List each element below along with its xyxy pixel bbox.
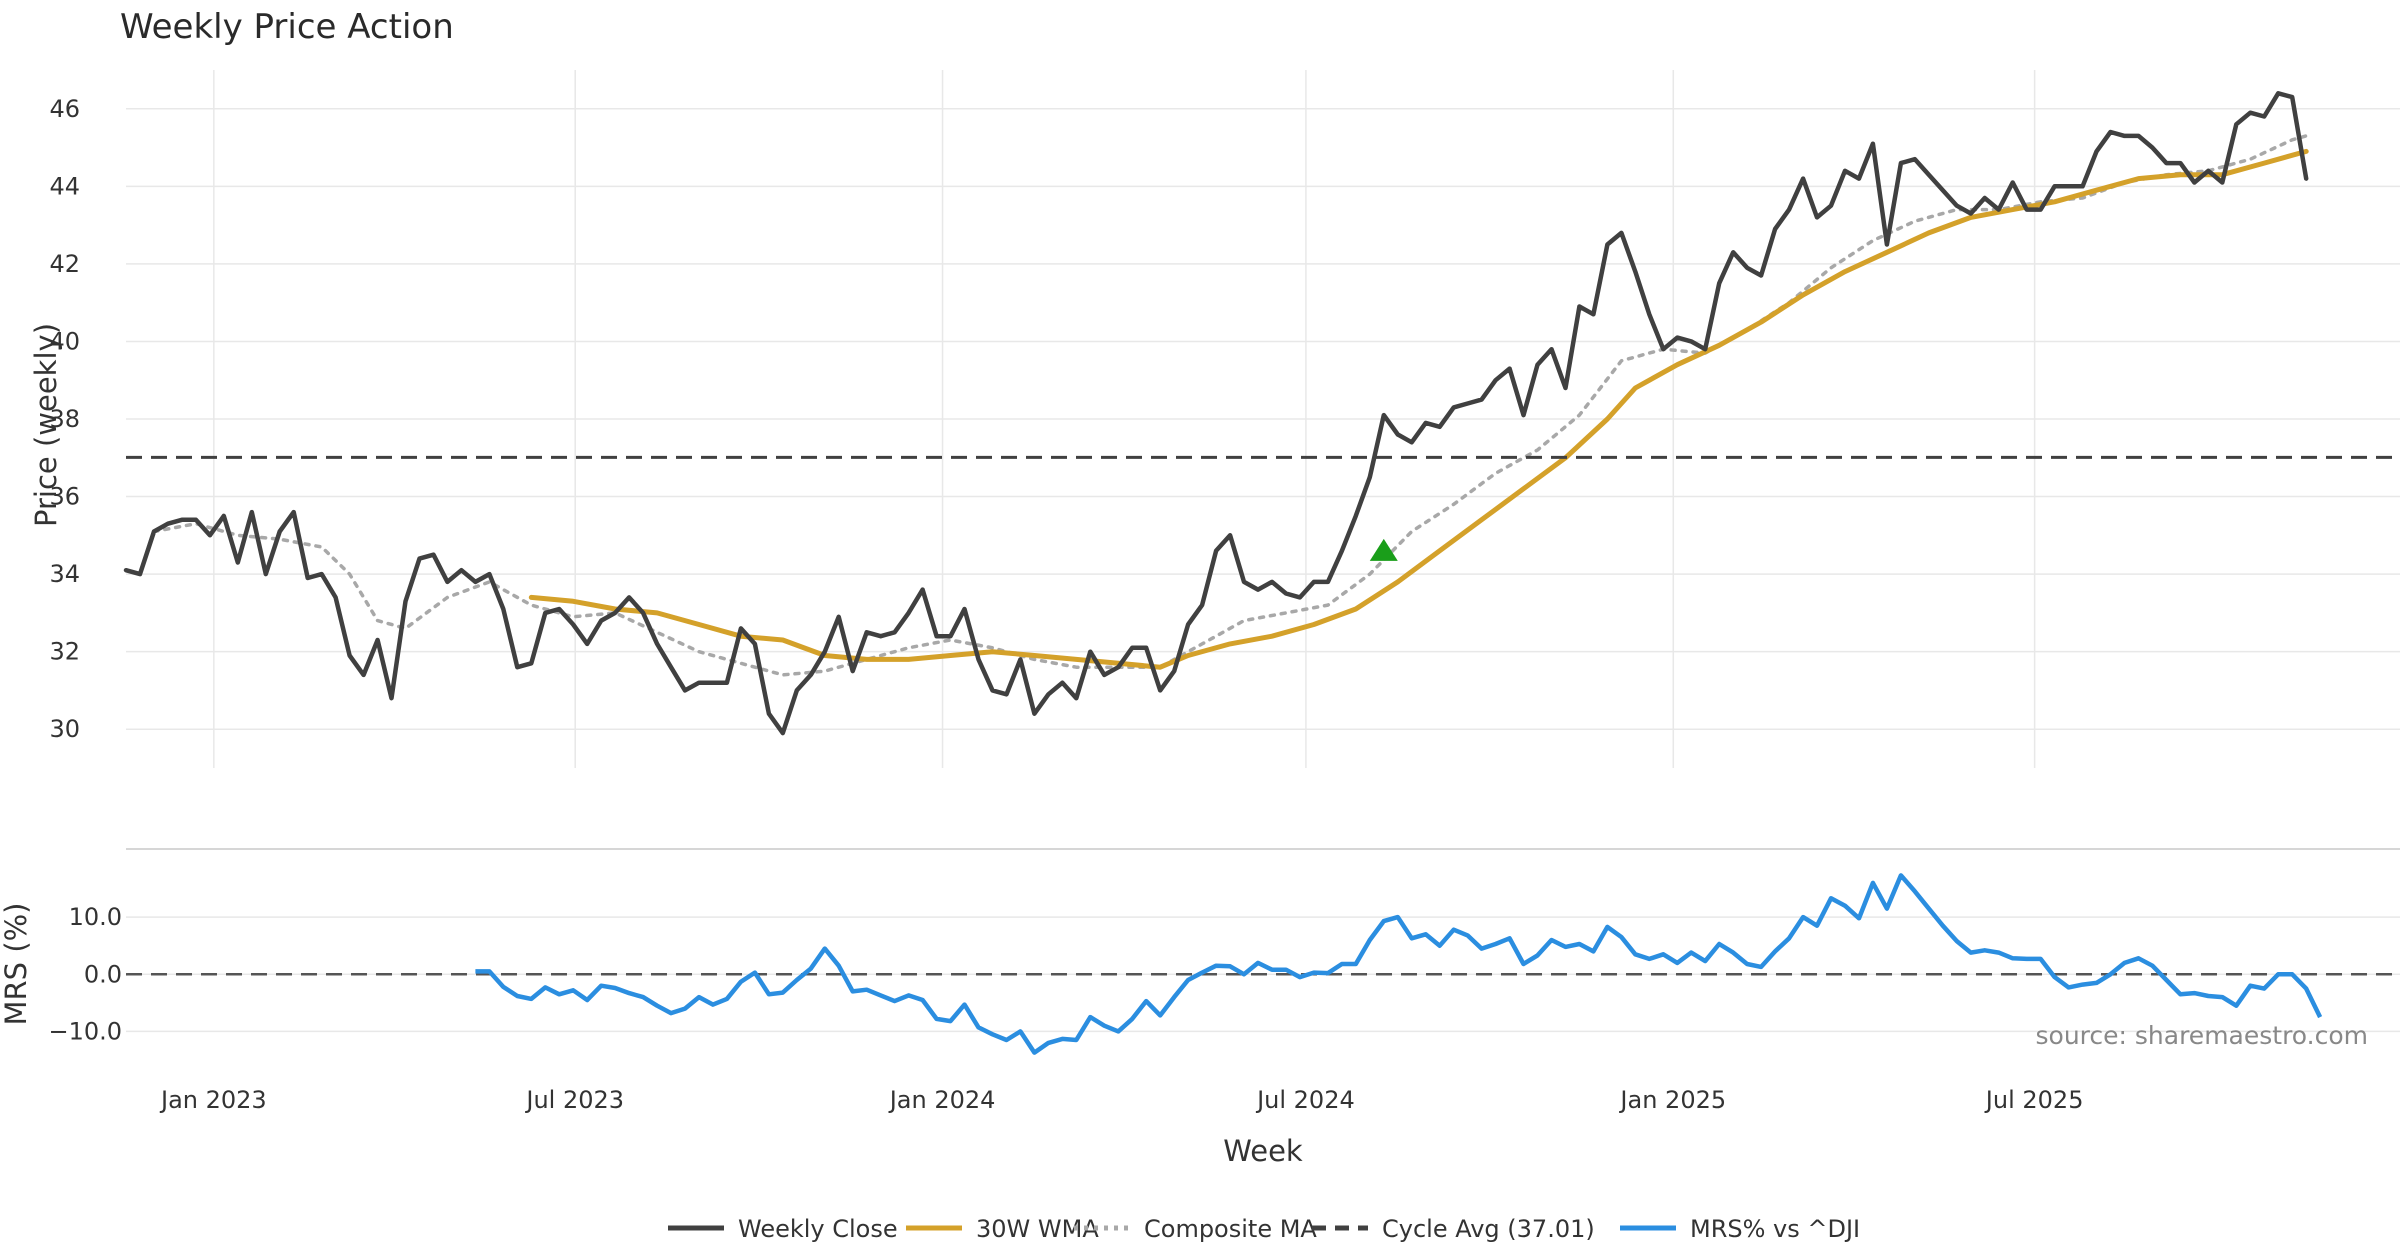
x-tick-label: Jan 2025 — [1618, 1086, 1726, 1114]
mrs-tick-label: −10.0 — [48, 1017, 122, 1045]
main-series-group — [123, 91, 2400, 736]
y-tick-label: 40 — [49, 327, 80, 355]
mrs-series-group — [126, 873, 2400, 1055]
y-tick-label: 46 — [49, 95, 80, 123]
x-ticks: Jan 2023 Jul 2023 Jan 2024 Jul 2024 Jan 2025… — [159, 1086, 2083, 1114]
main-y-ticks: 30 32 34 36 38 40 42 44 46 — [49, 95, 80, 743]
weekly-close-line — [123, 91, 2309, 736]
x-tick-label: Jan 2024 — [888, 1086, 996, 1114]
buy-signal-marker — [1369, 538, 1398, 561]
chart-title: Weekly Price Action — [120, 7, 454, 47]
y-tick-label: 44 — [49, 172, 80, 200]
legend-label: Composite MA — [1144, 1215, 1317, 1243]
source-annotation: source: sharemaestro.com — [2036, 1021, 2369, 1050]
y-tick-label: 42 — [49, 250, 80, 278]
mrs-tick-label: 0.0 — [84, 960, 122, 988]
legend-label: MRS% vs ^DJI — [1690, 1215, 1860, 1243]
mrs-y-ticks: 10.0 0.0 −10.0 — [48, 903, 122, 1045]
y-tick-label: 38 — [49, 405, 80, 433]
x-tick-label: Jan 2023 — [159, 1086, 267, 1114]
y-tick-label: 32 — [49, 638, 80, 666]
main-gridlines — [126, 70, 2400, 768]
x-tick-label: Jul 2023 — [524, 1086, 624, 1114]
y-axis-label-mrs: MRS (%) — [0, 903, 33, 1026]
legend: Weekly Close 30W WMA Composite MA Cycle Avg… — [668, 1215, 1860, 1243]
mrs-tick-label: 10.0 — [69, 903, 122, 931]
y-tick-label: 36 — [49, 483, 80, 511]
y-tick-label: 34 — [49, 560, 80, 588]
x-tick-label: Jul 2025 — [1984, 1086, 2084, 1114]
legend-label: Cycle Avg (37.01) — [1382, 1215, 1595, 1243]
x-axis-label: Week — [1223, 1134, 1303, 1168]
legend-label: Weekly Close — [738, 1215, 898, 1243]
mrs-line — [475, 873, 2323, 1055]
30w-wma-line — [528, 148, 2309, 670]
y-axis-label-price: Price (weekly) — [29, 323, 63, 527]
legend-label: 30W WMA — [976, 1215, 1099, 1243]
x-tick-label: Jul 2024 — [1255, 1086, 1355, 1114]
y-tick-label: 30 — [49, 715, 80, 743]
